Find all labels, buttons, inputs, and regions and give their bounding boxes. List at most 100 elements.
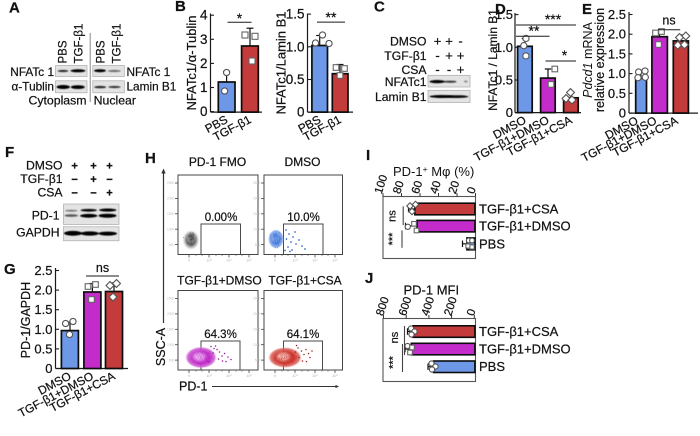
svg-text:0.5: 0.5 [495, 73, 513, 88]
svg-text:10⁵: 10⁵ [246, 374, 252, 378]
svg-text:Cytoplasm: Cytoplasm [28, 94, 86, 108]
svg-text:F: F [5, 144, 14, 161]
svg-text:NFATc 1: NFATc 1 [127, 65, 171, 79]
svg-text:1.0: 1.0 [495, 40, 513, 55]
svg-text:150K: 150K [253, 212, 261, 216]
svg-text:40: 40 [428, 180, 443, 196]
svg-text:−: − [90, 188, 97, 200]
svg-text:10³: 10³ [292, 374, 298, 378]
svg-text:H: H [145, 150, 156, 167]
svg-text:TGF-β1+CSA: TGF-β1+CSA [479, 202, 559, 217]
svg-text:1.5: 1.5 [608, 46, 626, 61]
svg-text:+: + [445, 48, 453, 63]
svg-text:600: 600 [397, 295, 414, 317]
svg-text:50K: 50K [255, 243, 262, 247]
svg-text:TGF-β1+DMSO: TGF-β1+DMSO [479, 219, 571, 234]
svg-text:−: − [71, 174, 78, 186]
svg-text:10³: 10³ [292, 259, 298, 263]
svg-text:NFATc1: NFATc1 [385, 75, 427, 89]
svg-text:150K: 150K [167, 328, 175, 332]
svg-text:+: + [457, 48, 465, 63]
svg-text:α-Tublin: α-Tublin [12, 80, 54, 94]
svg-text:1.5: 1.5 [495, 7, 513, 22]
svg-text:DMSO: DMSO [285, 155, 321, 169]
svg-text:2: 2 [200, 56, 208, 71]
svg-text:relative expression: relative expression [593, 8, 607, 112]
svg-text:GAPDH: GAPDH [16, 226, 59, 240]
svg-text:1.0: 1.0 [608, 66, 626, 81]
svg-text:TGF-β1+CSA: TGF-β1+CSA [268, 274, 341, 288]
svg-text:200K: 200K [167, 197, 175, 201]
svg-text:-: - [447, 62, 451, 77]
svg-text:2.5: 2.5 [608, 7, 626, 22]
svg-text:0: 0 [274, 259, 276, 263]
svg-text:0: 0 [506, 105, 513, 120]
svg-text:200K: 200K [167, 312, 175, 316]
svg-text:0.00%: 0.00% [205, 212, 238, 224]
svg-text:Nuclear: Nuclear [94, 94, 136, 108]
svg-text:1.5: 1.5 [34, 302, 52, 317]
svg-text:250K: 250K [253, 181, 261, 185]
svg-text:CSA: CSA [401, 63, 427, 77]
svg-text:100K: 100K [253, 343, 261, 347]
svg-text:TGF-β1: TGF-β1 [384, 49, 426, 63]
svg-text:250K: 250K [253, 297, 261, 301]
svg-text:TGF-β1: TGF-β1 [112, 24, 124, 64]
svg-text:+: + [90, 161, 97, 173]
svg-text:10⁴: 10⁴ [226, 374, 232, 378]
svg-text:64.1%: 64.1% [287, 329, 320, 341]
svg-text:50K: 50K [169, 243, 176, 247]
svg-text:PBS: PBS [96, 40, 108, 63]
svg-text:TGF-β1: TGF-β1 [74, 24, 86, 64]
svg-text:2.5: 2.5 [34, 263, 52, 278]
svg-text:Lamin B1: Lamin B1 [375, 90, 427, 104]
svg-text:200K: 200K [253, 312, 261, 316]
svg-text:D: D [495, 1, 506, 18]
svg-text:0: 0 [188, 259, 190, 263]
svg-text:−: − [71, 188, 78, 200]
svg-text:DMSO: DMSO [390, 35, 427, 49]
svg-text:*: * [562, 47, 568, 63]
svg-text:10⁵: 10⁵ [246, 259, 252, 263]
svg-text:0: 0 [45, 361, 52, 376]
svg-text:0: 0 [274, 374, 276, 378]
svg-text:*: * [237, 10, 243, 26]
svg-text:***: *** [388, 355, 400, 369]
svg-text:ns: ns [387, 210, 399, 222]
svg-text:60: 60 [410, 180, 425, 196]
svg-text:200: 200 [443, 295, 460, 317]
svg-text:100K: 100K [253, 227, 261, 231]
svg-text:+: + [71, 161, 78, 173]
svg-text:B: B [175, 0, 186, 15]
svg-text:TGF-β1: TGF-β1 [20, 172, 62, 186]
svg-text:1: 1 [200, 80, 208, 95]
svg-text:10⁵: 10⁵ [332, 374, 338, 378]
svg-text:J: J [365, 270, 373, 287]
svg-text:+: + [90, 174, 97, 186]
svg-text:0.5: 0.5 [286, 72, 305, 87]
svg-text:**: ** [529, 22, 540, 38]
svg-text:I: I [366, 147, 370, 164]
svg-text:-: - [435, 62, 439, 77]
svg-text:PBS: PBS [479, 237, 505, 252]
svg-text:G: G [4, 261, 16, 278]
svg-text:TGF-β1+DMSO: TGF-β1+DMSO [177, 274, 262, 288]
svg-text:TGF-β1+DMSO: TGF-β1+DMSO [479, 342, 571, 357]
svg-text:50K: 50K [169, 358, 176, 362]
svg-text:2.0: 2.0 [34, 283, 52, 298]
svg-text:C: C [374, 0, 385, 15]
svg-text:PD-1+ Mφ (%): PD-1+ Mφ (%) [393, 164, 474, 179]
svg-text:+: + [445, 34, 453, 49]
svg-text:0: 0 [200, 104, 208, 119]
svg-text:E: E [582, 1, 592, 18]
svg-text:***: *** [387, 232, 399, 246]
svg-text:4: 4 [200, 8, 208, 23]
svg-text:**: ** [326, 9, 337, 25]
svg-text:0: 0 [297, 105, 305, 120]
svg-text:DMSO: DMSO [26, 159, 63, 173]
svg-text:250K: 250K [167, 181, 175, 185]
svg-text:200K: 200K [253, 197, 261, 201]
svg-text:NFATc1/α-Tublin: NFATc1/α-Tublin [184, 16, 199, 111]
svg-text:ns: ns [389, 331, 401, 343]
svg-text:−: − [106, 174, 113, 186]
